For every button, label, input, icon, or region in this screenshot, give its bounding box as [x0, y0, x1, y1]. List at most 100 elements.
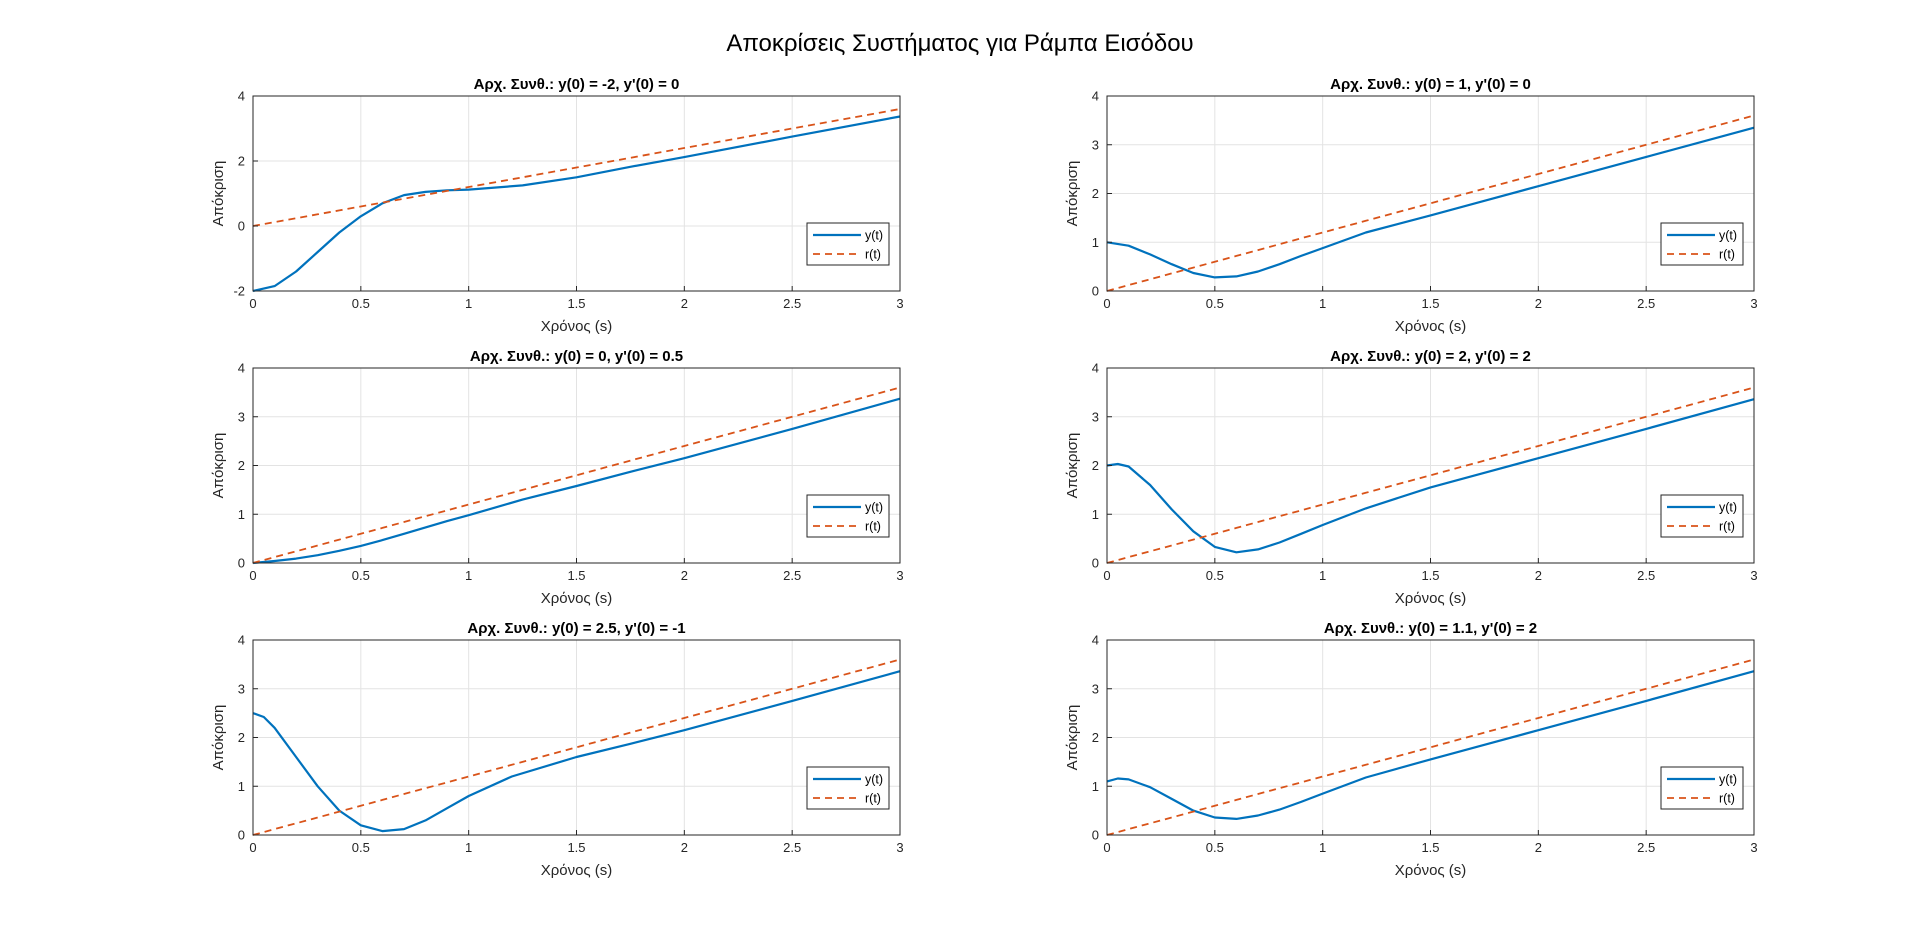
y-tick-label: 2 — [1092, 458, 1099, 473]
legend-label: y(t) — [1719, 501, 1737, 515]
legend-label: r(t) — [1719, 248, 1735, 262]
x-tick-label: 0.5 — [352, 568, 370, 583]
legend: y(t) r(t) — [806, 494, 890, 538]
x-tick-label: 0 — [1103, 840, 1110, 855]
x-tick-label: 2.5 — [1637, 296, 1655, 311]
y-axis-label: Απόκριση — [1064, 705, 1081, 771]
series-line-r — [1106, 114, 1755, 292]
y-tick-label: 2 — [1092, 730, 1099, 745]
x-tick-label: 3 — [896, 840, 903, 855]
x-tick-label: 0 — [249, 296, 256, 311]
y-tick-label: 0 — [1092, 284, 1099, 299]
y-tick-label: 4 — [1092, 633, 1099, 648]
x-tick-label: 1 — [465, 568, 472, 583]
y-tick-label: 1 — [1092, 779, 1099, 794]
subplot-title: Αρχ. Συνθ.: y(0) = 0, y'(0) = 0.5 — [470, 348, 683, 365]
x-tick-label: 0.5 — [352, 296, 370, 311]
legend: y(t) r(t) — [1660, 222, 1744, 266]
x-tick-label: 1.5 — [567, 840, 585, 855]
series-line-y — [252, 670, 901, 833]
x-tick-label: 0.5 — [1206, 568, 1224, 583]
x-tick-label: 3 — [896, 296, 903, 311]
subplot-title: Αρχ. Συνθ.: y(0) = 2.5, y'(0) = -1 — [467, 620, 685, 637]
y-tick-label: 2 — [238, 458, 245, 473]
x-tick-label: 1.5 — [567, 568, 585, 583]
y-tick-label: 0 — [238, 828, 245, 843]
y-tick-label: 0 — [1092, 828, 1099, 843]
figure-title: Αποκρίσεις Συστήματος για Ράμπα Εισόδου — [726, 30, 1194, 57]
x-tick-label: 1.5 — [567, 296, 585, 311]
legend: y(t) r(t) — [806, 766, 890, 810]
legend-label: y(t) — [865, 229, 883, 243]
subplot-title: Αρχ. Συνθ.: y(0) = -2, y'(0) = 0 — [474, 76, 680, 93]
subplot-2: 0 0.5 1 1.5 2 2.5 3 0 1 2 3 4 Αρχ. Συνθ.: y(0) = 1, … — [1064, 76, 1758, 335]
y-tick-label: 2 — [238, 154, 245, 169]
x-tick-label: 3 — [1750, 568, 1757, 583]
y-tick-label: 1 — [238, 507, 245, 522]
x-tick-label: 1.5 — [1421, 840, 1439, 855]
x-tick-label: 2 — [681, 568, 688, 583]
series-line-r — [252, 386, 901, 564]
subplot-title: Αρχ. Συνθ.: y(0) = 1.1, y'(0) = 2 — [1324, 620, 1537, 637]
legend-label: r(t) — [1719, 520, 1735, 534]
x-tick-label: 3 — [896, 568, 903, 583]
y-tick-label: 3 — [1092, 137, 1099, 152]
x-tick-label: 2.5 — [1637, 568, 1655, 583]
y-tick-label: 3 — [238, 681, 245, 696]
series-line-r — [252, 658, 901, 836]
legend-box — [806, 222, 890, 266]
series-line-y — [252, 397, 901, 565]
y-tick-label: 3 — [238, 409, 245, 424]
y-tick-label: 0 — [1092, 556, 1099, 571]
y-tick-label: 4 — [1092, 361, 1099, 376]
subplot-6: 0 0.5 1 1.5 2 2.5 3 0 1 2 3 4 Αρχ. Συνθ.: y(0) = 1.1… — [1064, 620, 1758, 879]
x-axis-label: Χρόνος (s) — [1395, 862, 1467, 879]
x-tick-label: 2 — [1535, 568, 1542, 583]
y-axis-label: Απόκριση — [210, 161, 227, 227]
x-tick-label: 2 — [1535, 296, 1542, 311]
x-tick-label: 1.5 — [1421, 296, 1439, 311]
x-tick-label: 2.5 — [1637, 840, 1655, 855]
series-line-r — [252, 108, 901, 227]
y-tick-label: 2 — [238, 730, 245, 745]
series-line-y — [1106, 398, 1755, 554]
series-line-y — [1106, 126, 1755, 279]
y-tick-label: -2 — [233, 284, 245, 299]
x-tick-label: 3 — [1750, 840, 1757, 855]
subplot-1: 0 0.5 1 1.5 2 2.5 3 -2 0 2 4 Αρχ. Συνθ.: y(0) = -2,… — [210, 76, 904, 335]
series-line-y — [1106, 670, 1755, 821]
x-tick-label: 0 — [1103, 296, 1110, 311]
y-tick-label: 4 — [238, 633, 245, 648]
x-tick-label: 0 — [249, 568, 256, 583]
subplot-title: Αρχ. Συνθ.: y(0) = 2, y'(0) = 2 — [1330, 348, 1531, 365]
legend-label: y(t) — [865, 501, 883, 515]
legend-label: r(t) — [865, 520, 881, 534]
y-tick-label: 4 — [1092, 89, 1099, 104]
x-tick-label: 0 — [249, 840, 256, 855]
subplot-4: 0 0.5 1 1.5 2 2.5 3 0 1 2 3 4 Αρχ. Συνθ.: y(0) = 2, … — [1064, 348, 1758, 607]
legend-box — [1660, 494, 1744, 538]
legend-label: y(t) — [865, 773, 883, 787]
x-tick-label: 1 — [1319, 568, 1326, 583]
y-tick-label: 2 — [1092, 186, 1099, 201]
x-tick-label: 0.5 — [1206, 296, 1224, 311]
series-line-r — [1106, 658, 1755, 836]
x-axis-label: Χρόνος (s) — [1395, 318, 1467, 335]
x-axis-label: Χρόνος (s) — [541, 318, 613, 335]
y-tick-label: 0 — [238, 219, 245, 234]
x-tick-label: 1 — [1319, 840, 1326, 855]
y-tick-label: 3 — [1092, 409, 1099, 424]
x-tick-label: 2 — [681, 840, 688, 855]
legend: y(t) r(t) — [1660, 766, 1744, 810]
y-tick-label: 1 — [1092, 507, 1099, 522]
legend-label: r(t) — [1719, 792, 1735, 806]
legend: y(t) r(t) — [1660, 494, 1744, 538]
legend-label: r(t) — [865, 248, 881, 262]
x-tick-label: 1 — [465, 840, 472, 855]
legend-label: y(t) — [1719, 773, 1737, 787]
x-tick-label: 3 — [1750, 296, 1757, 311]
subplot-5: 0 0.5 1 1.5 2 2.5 3 0 1 2 3 4 Αρχ. Συνθ.: y(0) = 2.5… — [210, 620, 904, 879]
x-axis-label: Χρόνος (s) — [541, 862, 613, 879]
